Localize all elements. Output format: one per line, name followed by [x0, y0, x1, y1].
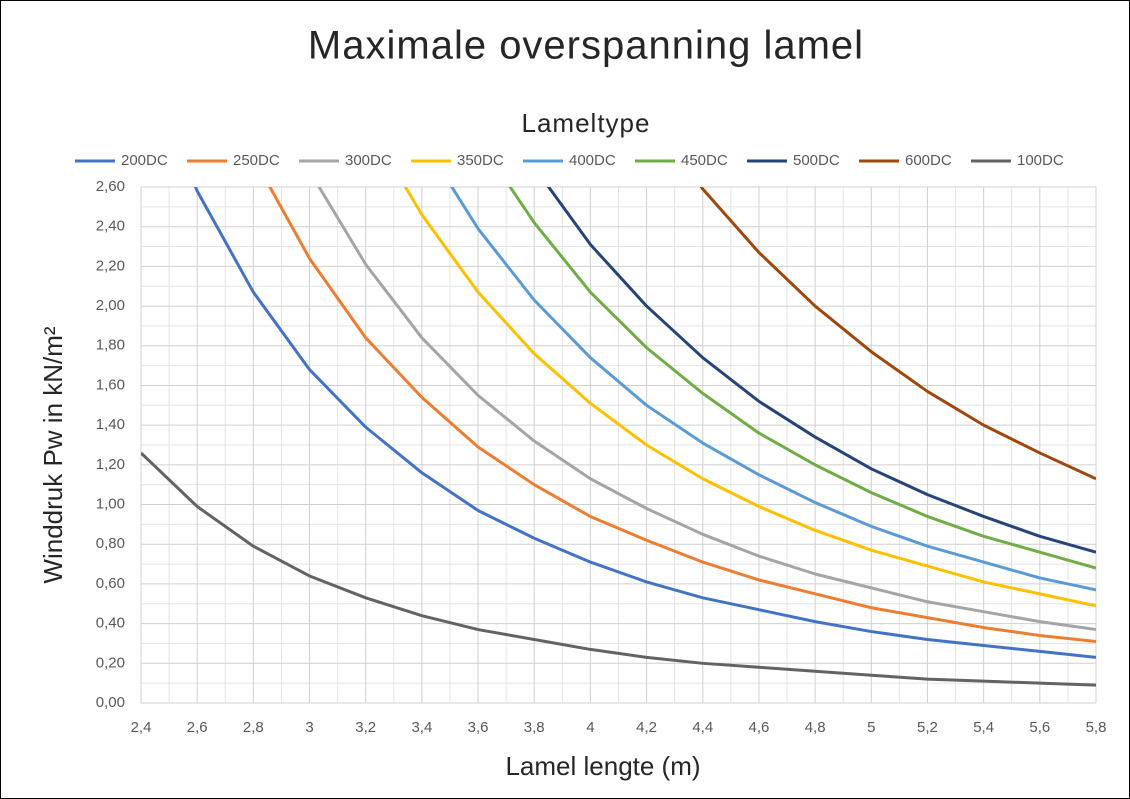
legend-label: 250DC — [233, 152, 280, 169]
chart-title: Maximale overspanning lamel — [308, 24, 864, 68]
x-tick-label: 3,2 — [355, 719, 376, 736]
x-tick-label: 5,4 — [973, 719, 994, 736]
y-tick-label: 1,40 — [96, 416, 125, 433]
series-line — [699, 187, 1096, 481]
x-tick-label: 3,8 — [524, 719, 545, 736]
x-tick-label: 4,4 — [692, 719, 713, 736]
legend-label: 300DC — [345, 152, 392, 169]
x-tick-label: 4,8 — [805, 719, 826, 736]
y-tick-label: 0,20 — [96, 654, 125, 671]
series-line — [317, 187, 1096, 632]
plot-lines — [141, 187, 1096, 687]
y-tick-label: 1,60 — [96, 376, 125, 393]
legend-label: 600DC — [905, 152, 952, 169]
series-line — [508, 187, 1096, 570]
x-tick-label: 5,6 — [1029, 719, 1050, 736]
x-tick-label: 2,8 — [243, 719, 264, 736]
x-tick-label: 5,8 — [1086, 719, 1107, 736]
series-line — [403, 187, 1096, 608]
legend-label: 100DC — [1017, 152, 1064, 169]
x-tick-label: 4,6 — [749, 719, 770, 736]
series-line — [193, 187, 1096, 659]
y-tick-label: 0,60 — [96, 575, 125, 592]
legend-title: Lameltype — [522, 108, 651, 138]
legend-label: 200DC — [121, 152, 168, 169]
x-tick-label: 4,2 — [636, 719, 657, 736]
y-tick-label: 2,40 — [96, 218, 125, 235]
legend-label: 500DC — [793, 152, 840, 169]
y-tick-label: 0,40 — [96, 615, 125, 632]
x-tick-label: 3 — [305, 719, 313, 736]
grid — [140, 186, 1097, 704]
y-tick-label: 1,80 — [96, 337, 125, 354]
y-tick-label: 1,00 — [96, 496, 125, 513]
y-tick-label: 2,00 — [96, 297, 125, 314]
y-tick-label: 1,20 — [96, 456, 125, 473]
legend-label: 400DC — [569, 152, 616, 169]
x-tick-label: 3,4 — [411, 719, 432, 736]
legend-label: 350DC — [457, 152, 504, 169]
y-tick-label: 0,80 — [96, 535, 125, 552]
x-tick-label: 5 — [867, 719, 875, 736]
series-line — [268, 187, 1096, 643]
legend-label: 450DC — [681, 152, 728, 169]
x-axis-title: Lamel lengte (m) — [505, 751, 700, 781]
y-axis-title: Winddruk Pw in kN/m² — [38, 326, 68, 583]
series-line — [450, 187, 1096, 592]
series-line — [141, 451, 1096, 687]
y-tick-label: 2,60 — [96, 178, 125, 195]
x-tick-label: 2,6 — [187, 719, 208, 736]
y-tick-label: 0,00 — [96, 694, 125, 711]
x-tick-label: 2,4 — [131, 719, 152, 736]
x-tick-label: 4 — [586, 719, 594, 736]
series-line — [546, 187, 1096, 554]
x-tick-label: 5,2 — [917, 719, 938, 736]
x-tick-label: 3,6 — [468, 719, 489, 736]
y-tick-label: 2,20 — [96, 257, 125, 274]
